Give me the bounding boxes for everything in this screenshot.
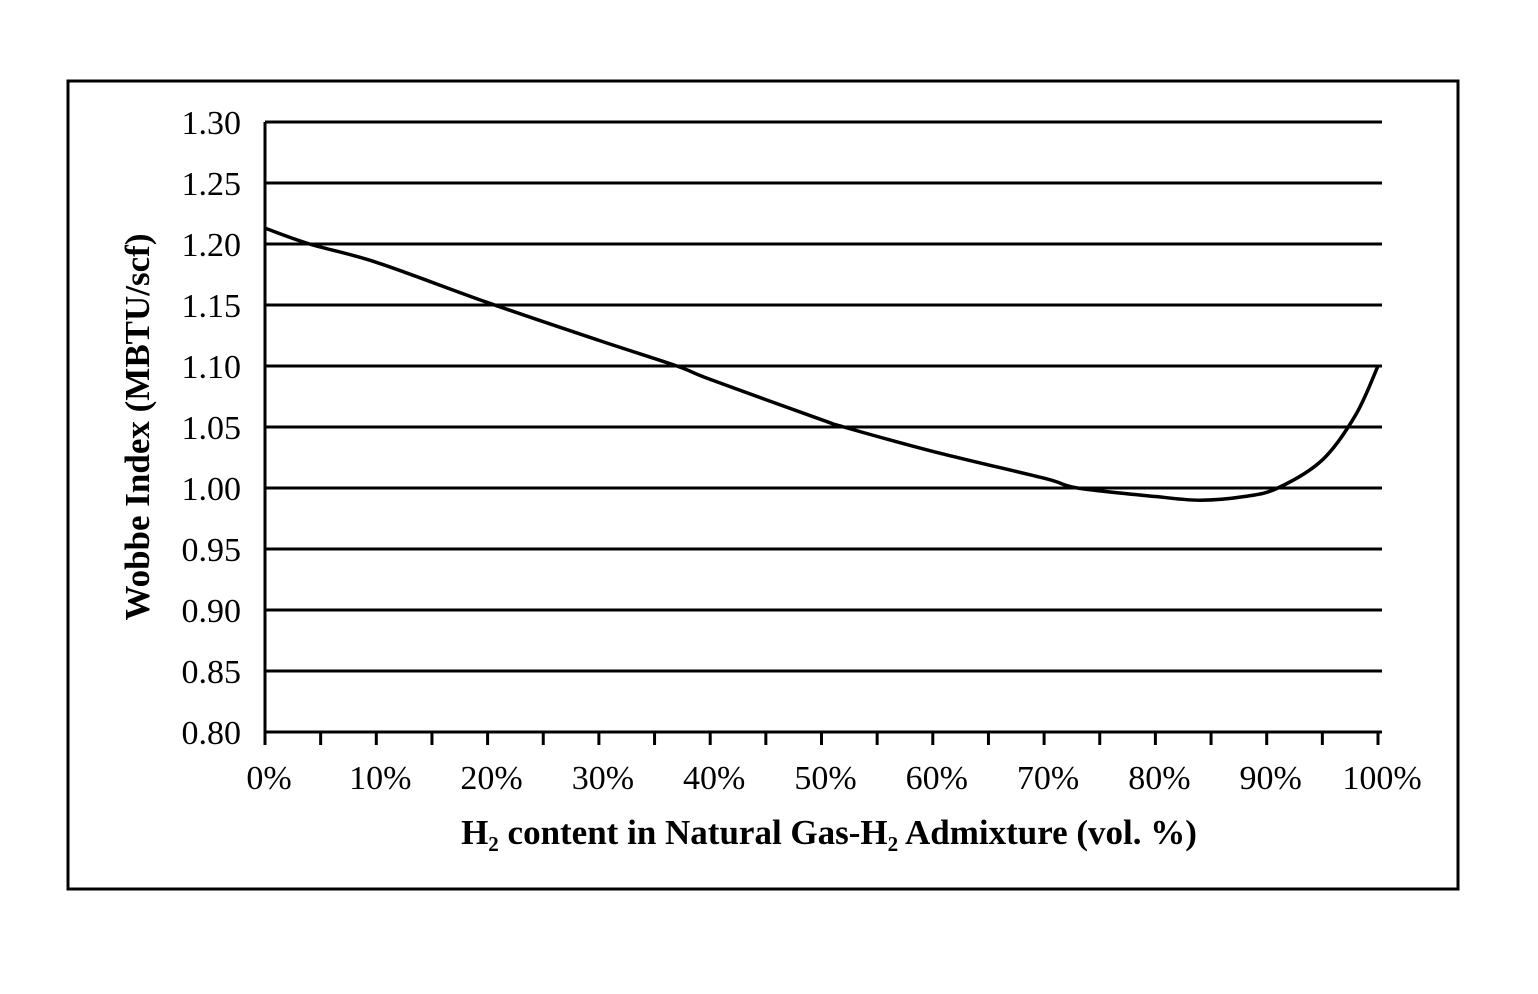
y-tick-label: 1.15 <box>182 288 242 325</box>
y-tick-label: 1.20 <box>182 227 242 264</box>
y-tick-label: 1.30 <box>182 105 242 142</box>
x-axis-title: H₂ content in Natural Gas-H₂ Admixture (… <box>461 813 1197 852</box>
x-tick-label: 100% <box>1342 760 1421 797</box>
y-tick-label: 1.25 <box>182 166 242 203</box>
x-tick-label: 20% <box>460 760 522 797</box>
y-tick-label: 1.05 <box>182 410 242 447</box>
x-tick-label: 90% <box>1240 760 1302 797</box>
y-tick-label: 0.85 <box>182 654 242 691</box>
y-tick-label: 0.90 <box>182 593 242 630</box>
x-tick-label: 10% <box>349 760 411 797</box>
y-tick-label: 1.10 <box>182 349 242 386</box>
x-tick-label: 40% <box>683 760 745 797</box>
x-tick-label: 80% <box>1128 760 1190 797</box>
x-tick-label: 70% <box>1017 760 1079 797</box>
x-tick-label: 50% <box>794 760 856 797</box>
y-tick-label: 0.80 <box>182 715 242 752</box>
x-tick-label: 60% <box>906 760 968 797</box>
chart-frame <box>66 79 1460 891</box>
y-tick-label: 1.00 <box>182 471 242 508</box>
x-tick-label: 30% <box>572 760 634 797</box>
y-tick-label: 0.95 <box>182 532 242 569</box>
y-axis-title: Wobbe Index (MBTU/scf) <box>118 234 157 621</box>
series-line <box>264 226 1380 502</box>
x-tick-label: 0% <box>246 760 291 797</box>
